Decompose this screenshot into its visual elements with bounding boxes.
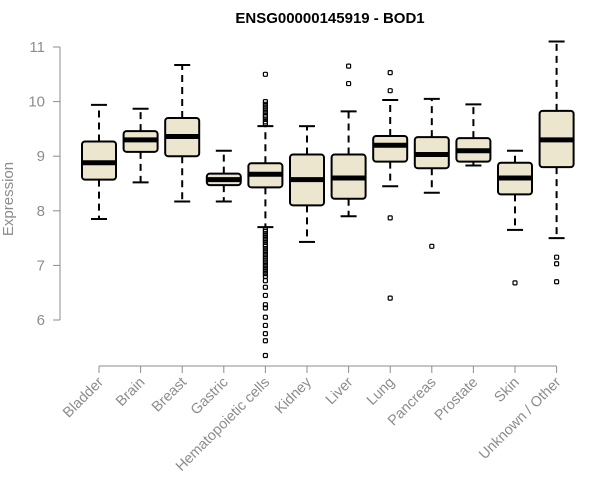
outlier-point — [346, 80, 352, 87]
outlier-point — [262, 120, 268, 127]
outlier-point — [262, 305, 268, 311]
outlier-point — [262, 249, 268, 255]
box-breast — [164, 64, 201, 203]
box-lung — [372, 70, 409, 301]
box-liver — [330, 63, 367, 218]
y-axis: 6 7 8 9 10 11 — [28, 39, 61, 329]
outlier-point — [387, 295, 393, 301]
outlier-point — [262, 107, 268, 113]
outlier-point — [387, 215, 393, 221]
outlier-point — [262, 278, 268, 284]
y-tick-label: 6 — [37, 312, 45, 329]
outlier-point — [262, 257, 268, 263]
iqr-box — [372, 134, 409, 163]
outlier-point — [262, 265, 268, 271]
outlier-point — [262, 98, 268, 105]
outlier-point — [262, 338, 268, 344]
outlier-point — [512, 280, 518, 286]
box-hematopoietic-cells — [247, 71, 284, 359]
y-tick-label: 8 — [37, 203, 45, 220]
x-tick-label: Prostate — [432, 375, 481, 424]
x-tick-label: Brain — [113, 375, 148, 410]
outlier-point — [346, 63, 352, 69]
outlier-point — [262, 246, 268, 252]
outlier-point — [262, 104, 268, 110]
x-tick-label: Breast — [149, 375, 190, 416]
box-bladder — [81, 103, 117, 220]
y-axis-label: Expression — [0, 162, 17, 236]
outlier-point — [262, 254, 268, 260]
x-tick-label: Kidney — [272, 374, 315, 417]
outlier-point — [262, 273, 268, 279]
outlier-point — [387, 70, 393, 76]
boxes-layer — [81, 40, 575, 359]
outlier-point — [262, 268, 268, 274]
outlier-point — [262, 331, 268, 337]
box-pancreas — [413, 97, 450, 249]
outlier-point — [262, 322, 268, 329]
y-tick-label: 10 — [28, 94, 45, 111]
box-gastric — [205, 149, 242, 203]
box-unknown-other — [538, 40, 575, 285]
x-tick-label: Skin — [492, 375, 523, 406]
box-prostate — [455, 103, 492, 167]
outlier-point — [553, 254, 560, 260]
outlier-point — [387, 88, 393, 94]
chart-title: ENSG00000145919 - BOD1 — [235, 10, 424, 27]
x-tick-label: Bladder — [60, 374, 107, 421]
box-skin — [497, 149, 533, 286]
box-kidney — [289, 125, 325, 243]
x-tick-label: Lung — [364, 375, 398, 409]
outlier-point — [262, 284, 268, 290]
outlier-point — [262, 243, 268, 249]
outlier-point — [262, 302, 268, 308]
outlier-point — [429, 243, 435, 249]
outlier-point — [262, 352, 268, 359]
outlier-point — [262, 292, 268, 299]
outlier-point — [262, 270, 268, 277]
y-tick-label: 9 — [37, 148, 45, 165]
outlier-point — [262, 262, 268, 268]
box-brain — [122, 107, 159, 184]
outlier-point — [262, 260, 268, 266]
outlier-point — [262, 314, 268, 320]
outlier-point — [262, 71, 268, 77]
outlier-point — [262, 251, 268, 258]
outlier-point — [262, 101, 268, 107]
x-tick-label: Liver — [323, 374, 357, 408]
y-tick-label: 7 — [37, 257, 45, 274]
outlier-point — [553, 279, 560, 285]
y-tick-label: 11 — [29, 39, 45, 56]
outlier-point — [553, 261, 560, 267]
